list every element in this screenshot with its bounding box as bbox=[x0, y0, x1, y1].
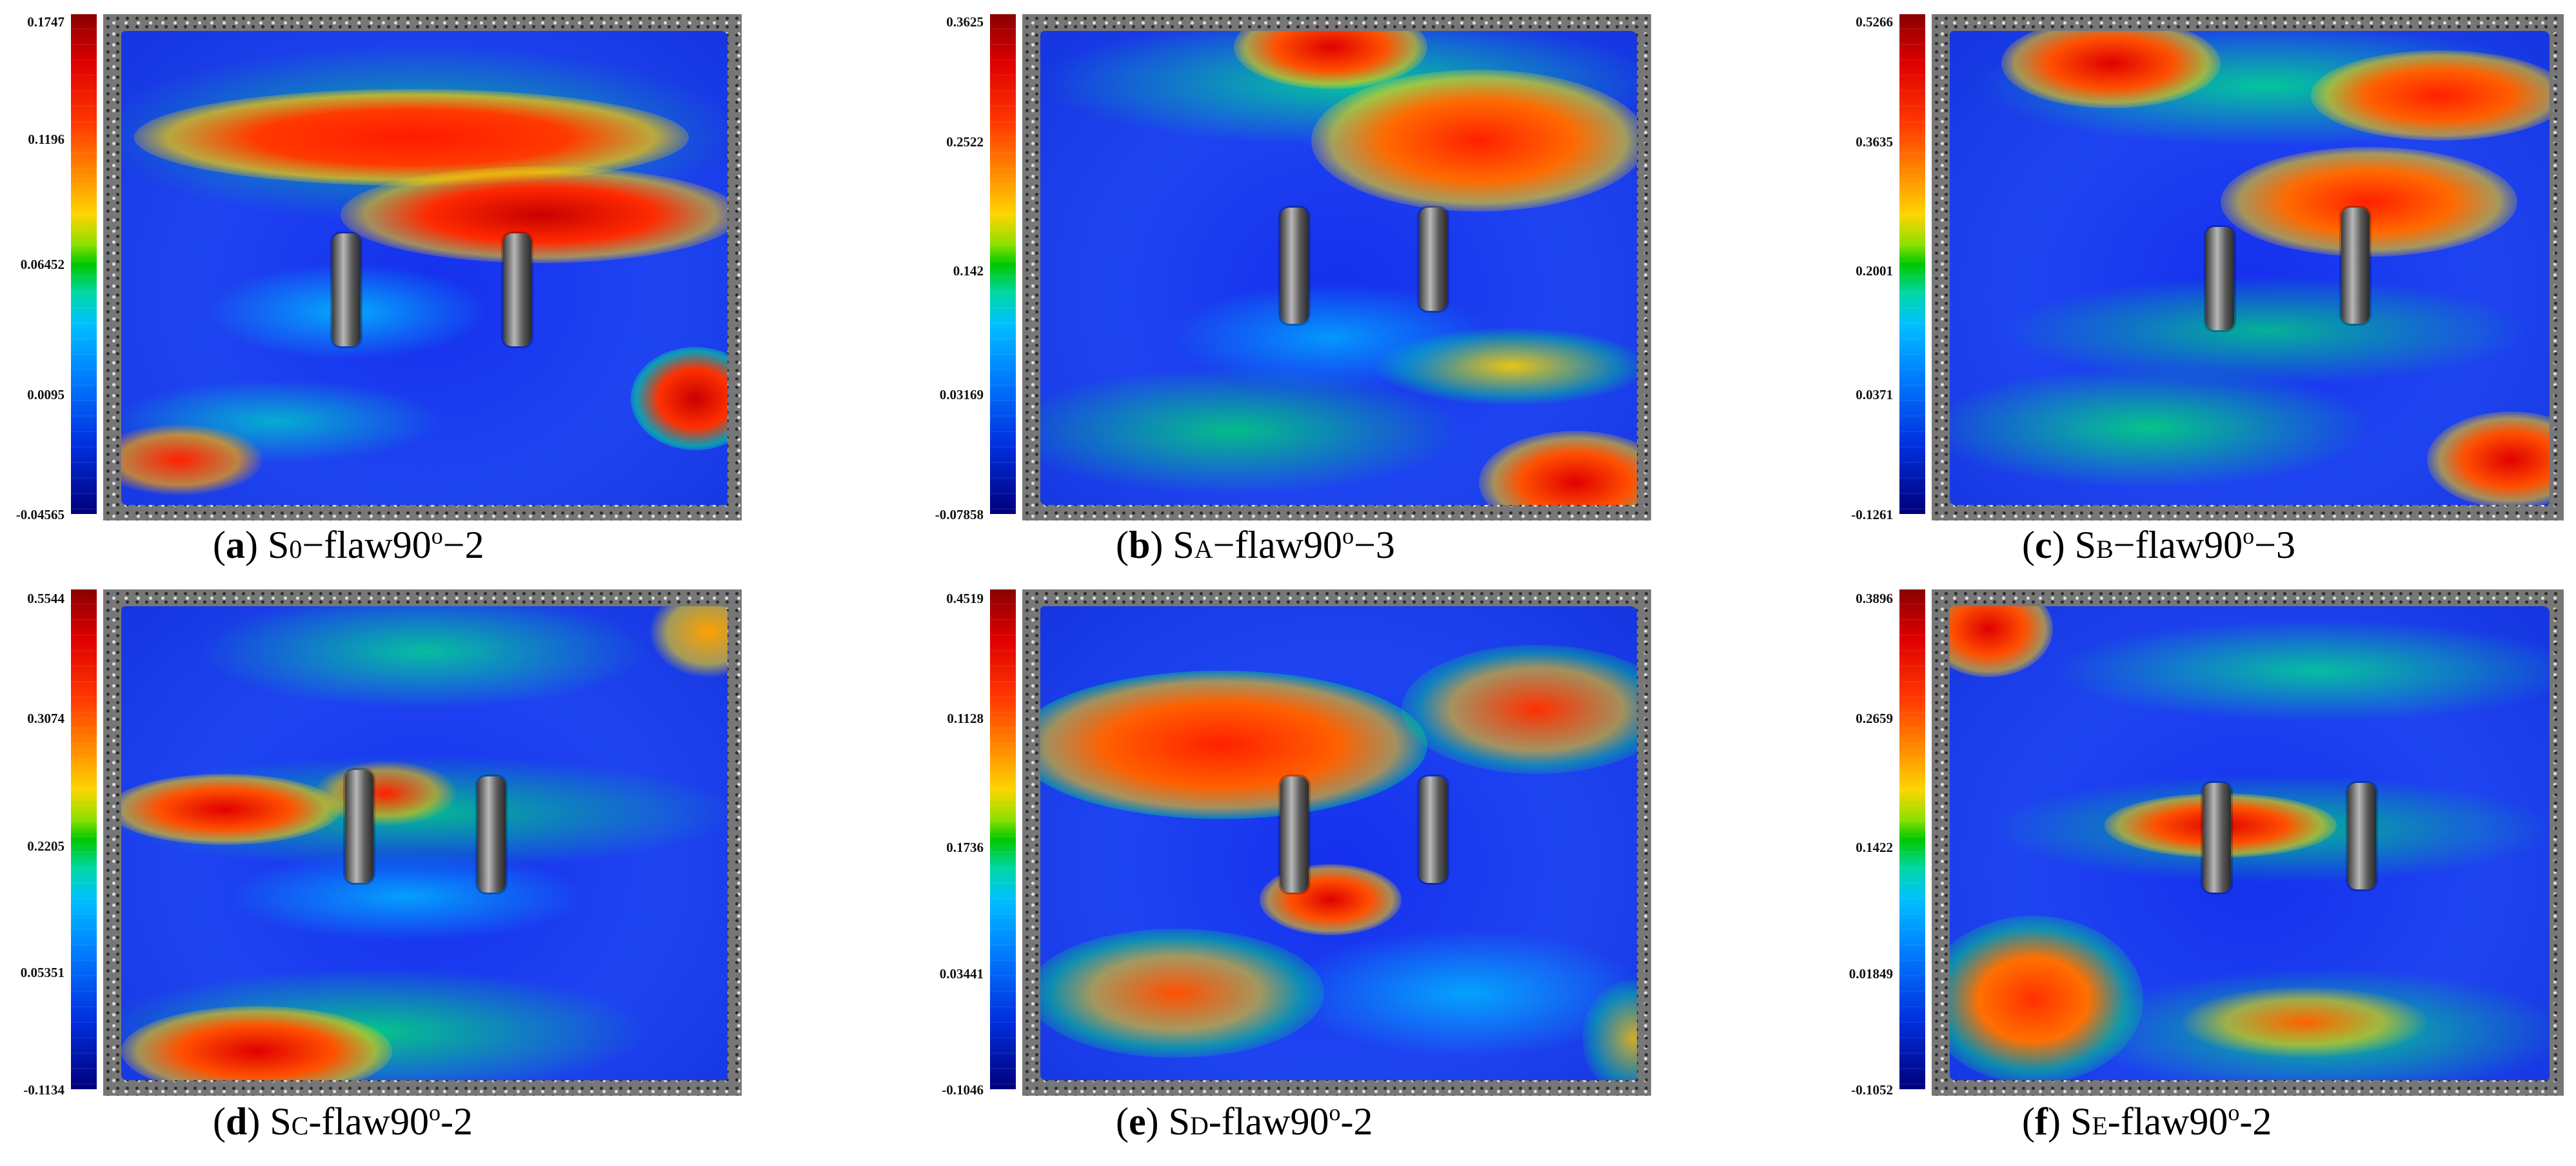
tick-label: 0.2001 bbox=[1856, 263, 1893, 279]
tick-label: -0.1261 bbox=[1851, 507, 1893, 522]
tick-label: 0.5266 bbox=[1856, 14, 1893, 30]
panel-caption: (e) SD-flaw90o-2 bbox=[1116, 1100, 1373, 1143]
colorbar bbox=[71, 14, 97, 514]
flaw bbox=[1419, 208, 1447, 311]
colorbar bbox=[71, 589, 97, 1089]
flaw bbox=[332, 233, 361, 346]
tick-label: 0.3074 bbox=[27, 711, 64, 726]
panel-b: 0.3625 0.2522 0.142 0.03169 -0.07858 (b)… bbox=[861, 0, 1712, 583]
tick-label: 0.1747 bbox=[27, 14, 64, 30]
panel-caption: (a) S0−flaw90o−2 bbox=[213, 523, 484, 566]
colorbar bbox=[990, 14, 1016, 514]
flaw bbox=[2206, 227, 2234, 330]
strain-field bbox=[1040, 31, 1637, 505]
tick-label: -0.1046 bbox=[942, 1082, 984, 1098]
panel-f: 0.3896 0.2659 0.1422 0.01849 -0.1052 (f)… bbox=[1722, 583, 2573, 1166]
strain-map-image bbox=[1932, 589, 2564, 1096]
tick-label: -0.1052 bbox=[1851, 1082, 1893, 1098]
tick-label: 0.03169 bbox=[939, 387, 984, 402]
strain-map-image bbox=[103, 589, 742, 1096]
tick-label: 0.2522 bbox=[946, 134, 984, 150]
tick-label: 0.142 bbox=[953, 263, 984, 279]
tick-label: 0.1128 bbox=[947, 711, 984, 726]
tick-label: 0.1196 bbox=[28, 132, 64, 147]
panel-e: 0.4519 0.1128 0.1736 0.03441 -0.1046 (e)… bbox=[861, 583, 1712, 1166]
tick-label: 0.3896 bbox=[1856, 591, 1893, 606]
flaw bbox=[1280, 208, 1309, 324]
tick-label: 0.0095 bbox=[27, 387, 64, 402]
tick-label: 0.2659 bbox=[1856, 711, 1893, 726]
strain-field bbox=[1950, 31, 2550, 505]
tick-label: -0.1134 bbox=[23, 1082, 64, 1098]
tick-label: -0.07858 bbox=[935, 507, 984, 522]
colorbar bbox=[1899, 14, 1925, 514]
tick-label: 0.05351 bbox=[20, 965, 64, 980]
flaw bbox=[2348, 783, 2376, 889]
tick-label: 0.5544 bbox=[27, 591, 64, 606]
panel-caption: (b) SA−flaw90o−3 bbox=[1116, 523, 1395, 566]
strain-field bbox=[1950, 606, 2550, 1080]
strain-field bbox=[121, 606, 728, 1080]
flaw bbox=[345, 770, 373, 883]
strain-map-image bbox=[1022, 589, 1651, 1096]
strain-map-image bbox=[1022, 14, 1651, 520]
colorbar bbox=[990, 589, 1016, 1089]
panel-c: 0.5266 0.3635 0.2001 0.0371 -0.1261 (c) … bbox=[1722, 0, 2573, 583]
strain-map-image bbox=[103, 14, 742, 520]
panel-caption: (c) SB−flaw90o−3 bbox=[2022, 523, 2295, 566]
tick-label: 0.3635 bbox=[1856, 134, 1893, 150]
panel-caption: (d) SC-flaw90o-2 bbox=[213, 1100, 473, 1143]
flaw bbox=[2203, 783, 2231, 893]
tick-label: 0.06452 bbox=[20, 257, 64, 272]
panel-caption: (f) SE-flaw90o-2 bbox=[2022, 1100, 2272, 1143]
panel-a: 0.1747 0.1196 0.06452 0.0095 -0.04565 (a… bbox=[0, 0, 851, 583]
tick-label: 0.01849 bbox=[1848, 966, 1893, 982]
tick-label: -0.04565 bbox=[15, 507, 64, 522]
flaw bbox=[2341, 208, 2370, 324]
strain-map-image bbox=[1932, 14, 2564, 520]
tick-label: 0.03441 bbox=[939, 966, 984, 982]
flaw bbox=[477, 776, 506, 893]
flaw bbox=[1419, 776, 1447, 883]
colorbar bbox=[1899, 589, 1925, 1089]
tick-label: 0.3625 bbox=[946, 14, 984, 30]
strain-field bbox=[121, 31, 728, 505]
tick-label: 0.1422 bbox=[1856, 840, 1893, 855]
flaw bbox=[503, 233, 531, 346]
strain-field bbox=[1040, 606, 1637, 1080]
tick-label: 0.0371 bbox=[1856, 387, 1893, 402]
tick-label: 0.4519 bbox=[946, 591, 984, 606]
flaw bbox=[1280, 776, 1309, 893]
tick-label: 0.2205 bbox=[27, 838, 64, 854]
panel-d: 0.5544 0.3074 0.2205 0.05351 -0.1134 (d)… bbox=[0, 583, 851, 1166]
tick-label: 0.1736 bbox=[946, 840, 984, 855]
